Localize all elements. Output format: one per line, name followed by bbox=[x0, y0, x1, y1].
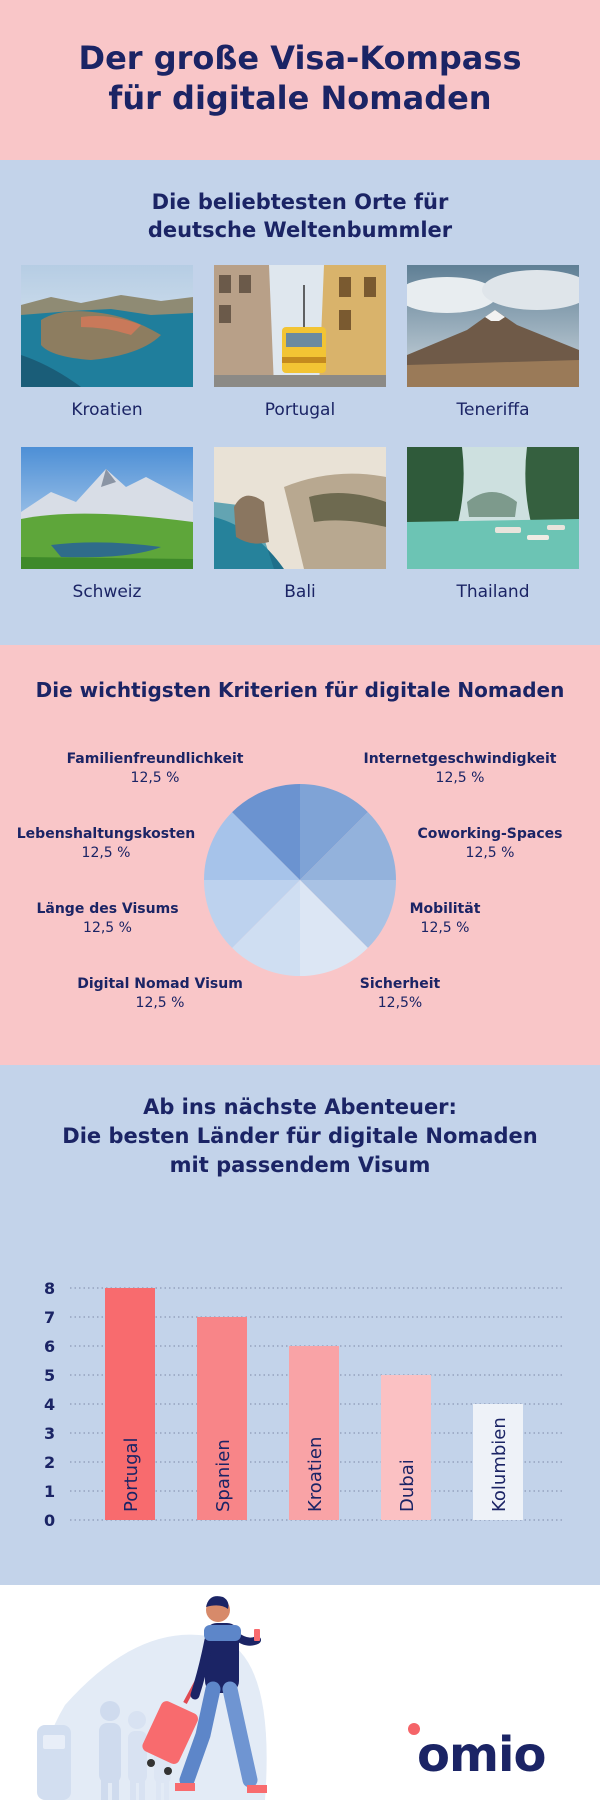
criterion-value: 12,5 % bbox=[83, 920, 132, 936]
y-tick-label: 4 bbox=[44, 1395, 55, 1414]
place-label-thailand: Thailand bbox=[456, 582, 530, 602]
criterion-value: 12,5 % bbox=[420, 920, 470, 936]
bar-label: Portugal bbox=[121, 1437, 142, 1512]
countries-title-line1: Ab ins nächste Abenteuer: bbox=[143, 1095, 457, 1119]
bar-label: Kroatien bbox=[305, 1437, 326, 1512]
y-tick-label: 3 bbox=[44, 1424, 55, 1443]
criterion-name: Mobilität bbox=[409, 901, 481, 917]
omio-logo[interactable]: omio bbox=[417, 1727, 546, 1783]
criterion-name: Länge des Visums bbox=[36, 901, 179, 917]
places-title-line2: deutsche Weltenbummler bbox=[147, 218, 453, 242]
criterion-value: 12,5 % bbox=[465, 845, 515, 861]
criteria-section: Die wichtigsten Kriterien für digitale N… bbox=[0, 645, 600, 1065]
y-tick-label: 2 bbox=[44, 1453, 55, 1472]
page-title-line2: für digitale Nomaden bbox=[108, 79, 492, 117]
place-label-teneriffa: Teneriffa bbox=[456, 400, 530, 420]
pie-slice-1 bbox=[300, 812, 396, 880]
criterion-internetgeschwindigkeit: Internetgeschwindigkeit 12,5 % bbox=[340, 750, 580, 788]
criteria-title: Die wichtigsten Kriterien für digitale N… bbox=[35, 678, 565, 702]
criterion-name: Familienfreundlichkeit bbox=[66, 751, 244, 767]
place-label-schweiz: Schweiz bbox=[72, 582, 142, 602]
criterion-value: 12,5 % bbox=[130, 770, 180, 786]
criterion-lebenshaltungskosten: Lebenshaltungskosten 12,5 % bbox=[6, 825, 206, 863]
photo-thailand bbox=[407, 447, 579, 569]
y-tick-label: 6 bbox=[44, 1337, 55, 1356]
countries-title-line2: Die besten Länder für digitale Nomaden bbox=[62, 1124, 538, 1148]
countries-section: Ab ins nächste Abenteuer: Die besten Län… bbox=[0, 1065, 600, 1585]
y-tick-label: 1 bbox=[44, 1482, 55, 1501]
criterion-value: 12,5% bbox=[377, 995, 423, 1011]
photo-bali bbox=[214, 447, 386, 569]
countries-bar-chart: 0 1 2 3 4 5 6 7 8 Portugal Spanien Kroatien Dubai Kol… bbox=[44, 1279, 565, 1530]
criterion-familienfreundlichkeit: Familienfreundlichkeit 12,5 % bbox=[50, 750, 260, 788]
criterion-laenge-visum: Länge des Visums 12,5 % bbox=[25, 900, 190, 938]
pie-slice-3 bbox=[300, 880, 368, 976]
criterion-mobilitaet: Mobilität 12,5 % bbox=[380, 900, 510, 938]
criterion-name: Internetgeschwindigkeit bbox=[363, 751, 557, 767]
places-title: Die beliebtesten Orte für deutsche Welte… bbox=[0, 188, 600, 244]
place-label-kroatien: Kroatien bbox=[71, 400, 143, 420]
photo-portugal bbox=[214, 265, 386, 387]
page-title: Der große Visa-Kompass für digitale Noma… bbox=[0, 38, 600, 118]
criterion-digital-nomad-visum: Digital Nomad Visum 12,5 % bbox=[60, 975, 260, 1013]
criteria-pie-chart bbox=[204, 784, 396, 976]
pie-slice-5 bbox=[204, 880, 300, 948]
criterion-value: 12,5 % bbox=[81, 845, 131, 861]
criterion-name: Sicherheit bbox=[359, 976, 441, 992]
pie-slice-6 bbox=[204, 812, 300, 880]
photo-schweiz bbox=[21, 447, 193, 569]
bar-spanien bbox=[197, 1317, 247, 1520]
pie-slice-4 bbox=[232, 880, 300, 976]
traveler-illustration bbox=[37, 1596, 267, 1800]
bar-portugal bbox=[105, 1288, 155, 1520]
bar-label: Dubai bbox=[397, 1459, 418, 1512]
y-tick-label: 7 bbox=[44, 1308, 55, 1327]
criterion-sicherheit: Sicherheit 12,5% bbox=[330, 975, 470, 1013]
criterion-value: 12,5 % bbox=[435, 770, 485, 786]
y-tick-label: 0 bbox=[44, 1511, 55, 1530]
bar-dubai bbox=[381, 1375, 431, 1520]
bar-label: Spanien bbox=[213, 1439, 234, 1512]
y-tick-label: 8 bbox=[44, 1279, 55, 1298]
places-title-line1: Die beliebtesten Orte für bbox=[151, 190, 449, 214]
header-section: Der große Visa-Kompass für digitale Noma… bbox=[0, 0, 600, 160]
page-title-line1: Der große Visa-Kompass bbox=[78, 39, 522, 77]
footer-section: omio bbox=[0, 1585, 600, 1800]
photo-kroatien bbox=[21, 265, 193, 387]
logo-dot bbox=[408, 1723, 420, 1735]
photo-teneriffa bbox=[407, 265, 579, 387]
criterion-name: Lebenshaltungskosten bbox=[16, 826, 196, 842]
countries-title-line3: mit passendem Visum bbox=[169, 1153, 431, 1177]
places-section: Die beliebtesten Orte für deutsche Welte… bbox=[0, 160, 600, 645]
pie-slice-2 bbox=[300, 880, 396, 948]
pie-slice-0 bbox=[300, 784, 368, 880]
criterion-value: 12,5 % bbox=[135, 995, 185, 1011]
criterion-coworking: Coworking-Spaces 12,5 % bbox=[390, 825, 590, 863]
criterion-name: Coworking-Spaces bbox=[417, 826, 563, 842]
bar-label: Kolumbien bbox=[489, 1417, 510, 1512]
place-label-portugal: Portugal bbox=[264, 400, 336, 420]
place-label-bali: Bali bbox=[284, 582, 316, 602]
pie-slice-7 bbox=[232, 784, 300, 880]
bar-kolumbien bbox=[473, 1404, 523, 1520]
bar-kroatien bbox=[289, 1346, 339, 1520]
criterion-name: Digital Nomad Visum bbox=[77, 976, 243, 992]
y-tick-label: 5 bbox=[44, 1366, 55, 1385]
countries-title: Ab ins nächste Abenteuer: Die besten Län… bbox=[0, 1093, 600, 1180]
